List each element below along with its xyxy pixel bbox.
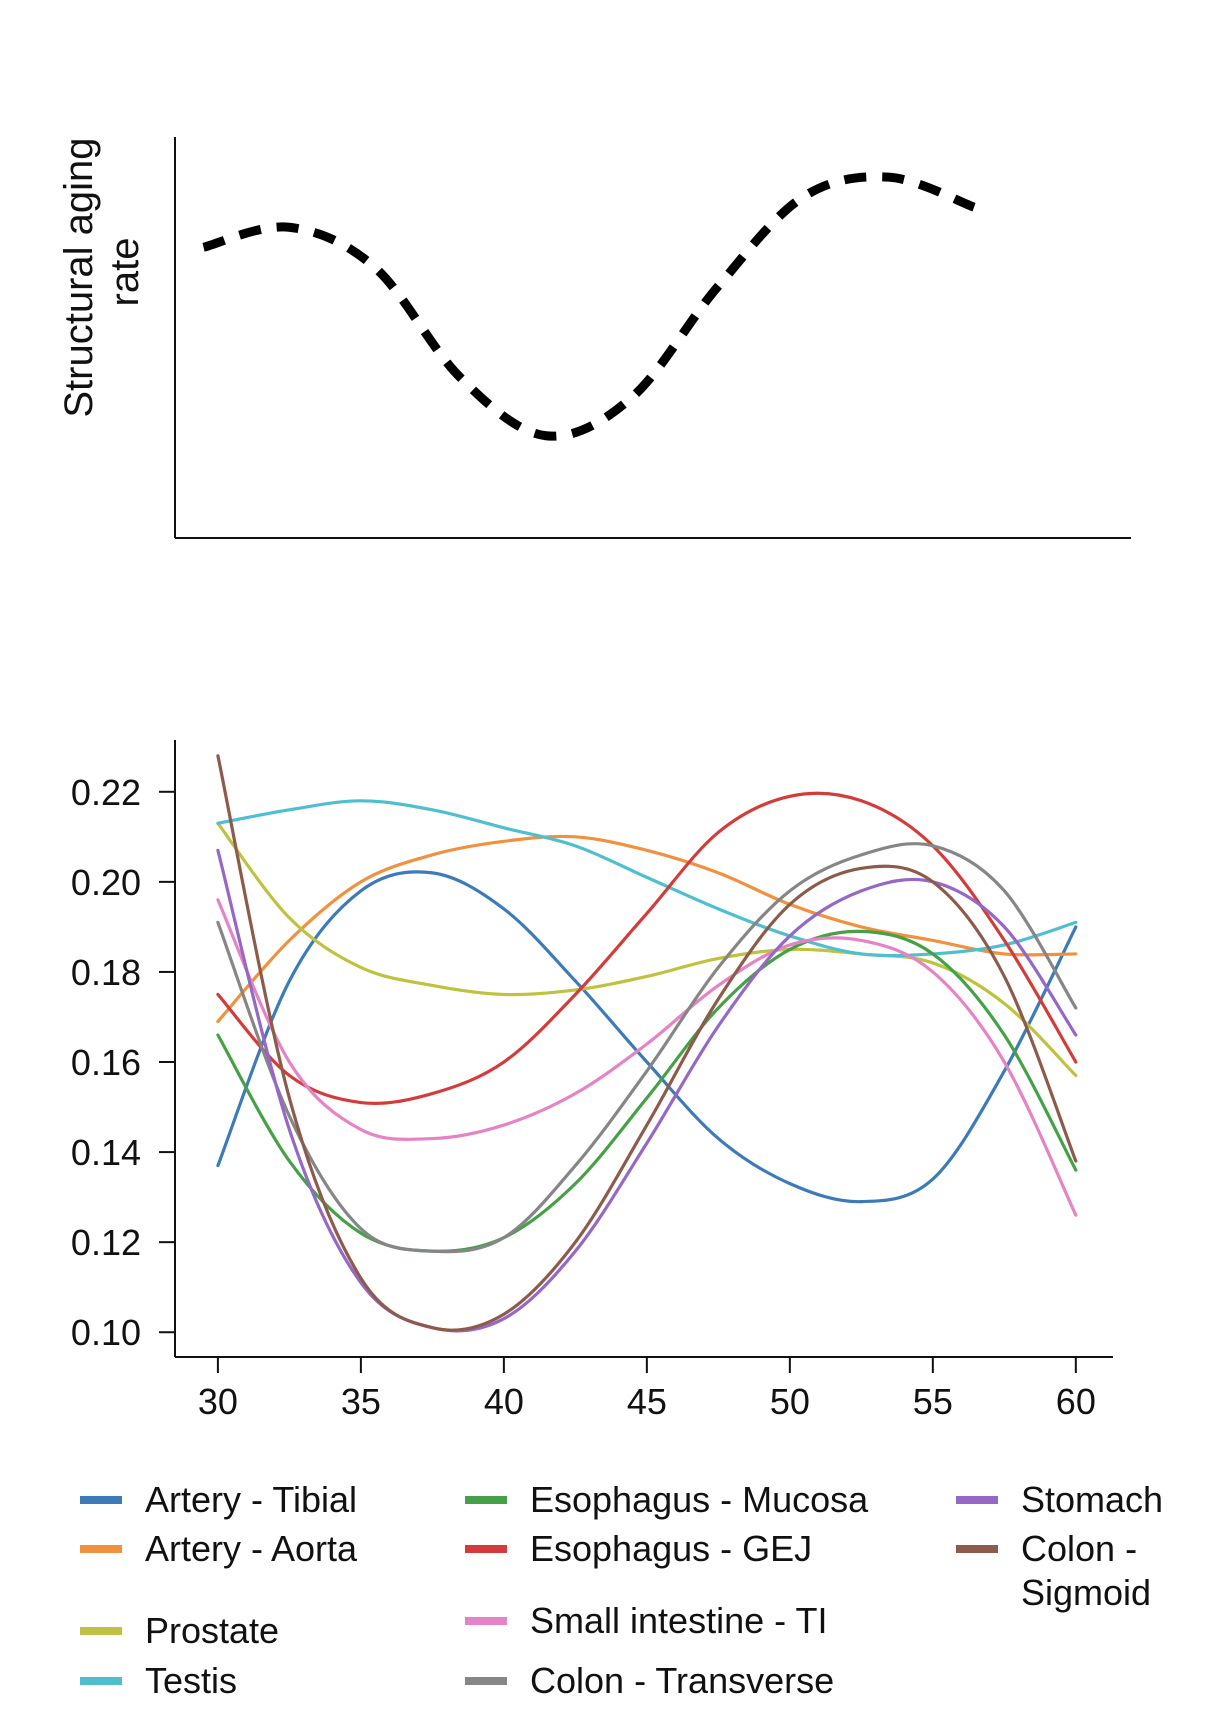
bottom-chart: 0.10 0.12 0.14 0.16 0.18 0.20 0.22 30 35 40 45 50 5… xyxy=(71,740,1113,1422)
series-line-testis xyxy=(216,799,1078,958)
legend-label-small-intestine-ti: Small intestine - TI xyxy=(530,1600,827,1641)
legend-swatch-small-intestine-ti xyxy=(465,1617,507,1625)
x-tick-label-60: 60 xyxy=(1056,1381,1096,1422)
y-tick-label-0-18: 0.18 xyxy=(71,952,141,993)
x-tick-label-45: 45 xyxy=(627,1381,667,1422)
bottom-y-ticks: 0.10 0.12 0.14 0.16 0.18 0.20 0.22 xyxy=(71,772,175,1353)
x-tick-label-30: 30 xyxy=(198,1381,238,1422)
x-tick-label-55: 55 xyxy=(913,1381,953,1422)
top-chart: Structural aging rate xyxy=(57,126,1131,539)
x-tick-label-35: 35 xyxy=(341,1381,381,1422)
series-line-artery-aorta xyxy=(216,834,1078,1024)
legend: Artery - Tibial Artery - Aorta Prostate Tes… xyxy=(80,1479,1163,1701)
legend-label-prostate: Prostate xyxy=(145,1610,279,1651)
series-line-prostate xyxy=(216,821,1078,1078)
legend-item-testis: Testis xyxy=(80,1660,237,1701)
x-tick-label-40: 40 xyxy=(484,1381,524,1422)
top-ylabel-line-1: Structural aging xyxy=(57,137,101,417)
legend-item-stomach: Stomach xyxy=(956,1479,1163,1520)
legend-label-colon-transverse: Colon - Transverse xyxy=(530,1660,834,1701)
top-ylabel-line-2: rate xyxy=(103,238,147,307)
series-line-colon-transverse xyxy=(216,842,1078,1254)
legend-swatch-prostate xyxy=(80,1627,122,1635)
x-tick-label-50: 50 xyxy=(770,1381,810,1422)
y-tick-label-0-20: 0.20 xyxy=(71,862,141,903)
series-line-esophagus-gej xyxy=(216,791,1078,1105)
top-series-line-0 xyxy=(202,172,976,441)
legend-item-prostate: Prostate xyxy=(80,1610,279,1651)
legend-item-esophagus-mucosa: Esophagus - Mucosa xyxy=(465,1479,869,1520)
top-series-group xyxy=(202,172,976,441)
y-tick-label-0-22: 0.22 xyxy=(71,772,141,813)
series-line-small-intestine-ti xyxy=(216,898,1078,1217)
legend-swatch-esophagus-mucosa xyxy=(465,1496,507,1504)
series-line-colon-sigmoid xyxy=(216,754,1078,1332)
bottom-series-group xyxy=(216,754,1078,1333)
legend-label-esophagus-mucosa: Esophagus - Mucosa xyxy=(530,1479,869,1520)
legend-swatch-artery-tibial xyxy=(80,1496,122,1504)
legend-label-artery-aorta: Artery - Aorta xyxy=(145,1528,358,1569)
legend-item-artery-aorta: Artery - Aorta xyxy=(80,1528,358,1569)
series-line-esophagus-mucosa xyxy=(216,929,1078,1253)
legend-item-artery-tibial: Artery - Tibial xyxy=(80,1479,357,1520)
legend-item-colon-sigmoid: Colon -Sigmoid xyxy=(956,1528,1151,1613)
series-line-stomach xyxy=(216,848,1078,1333)
legend-swatch-stomach xyxy=(956,1496,998,1504)
legend-label-colon-sigmoid: Colon -Sigmoid xyxy=(1021,1528,1151,1613)
y-tick-label-0-16: 0.16 xyxy=(71,1042,141,1083)
legend-swatch-artery-aorta xyxy=(80,1545,122,1553)
legend-label-esophagus-gej: Esophagus - GEJ xyxy=(530,1528,812,1569)
legend-swatch-testis xyxy=(80,1677,122,1685)
y-tick-label-0-10: 0.10 xyxy=(71,1312,141,1353)
legend-label-artery-tibial: Artery - Tibial xyxy=(145,1479,357,1520)
bottom-x-ticks: 30 35 40 45 50 55 60 xyxy=(198,1357,1096,1422)
legend-label-testis: Testis xyxy=(145,1660,237,1701)
y-tick-label-0-14: 0.14 xyxy=(71,1132,141,1173)
legend-swatch-colon-sigmoid xyxy=(956,1545,998,1553)
legend-swatch-colon-transverse xyxy=(465,1677,507,1685)
legend-label-stomach: Stomach xyxy=(1021,1479,1163,1520)
legend-swatch-esophagus-gej xyxy=(465,1545,507,1553)
legend-item-small-intestine-ti: Small intestine - TI xyxy=(465,1600,827,1641)
top-ylabel: Structural aging rate xyxy=(57,126,147,417)
series-line-artery-tibial xyxy=(216,870,1078,1204)
y-tick-label-0-12: 0.12 xyxy=(71,1222,141,1263)
legend-item-esophagus-gej: Esophagus - GEJ xyxy=(465,1528,812,1569)
legend-item-colon-transverse: Colon - Transverse xyxy=(465,1660,834,1701)
